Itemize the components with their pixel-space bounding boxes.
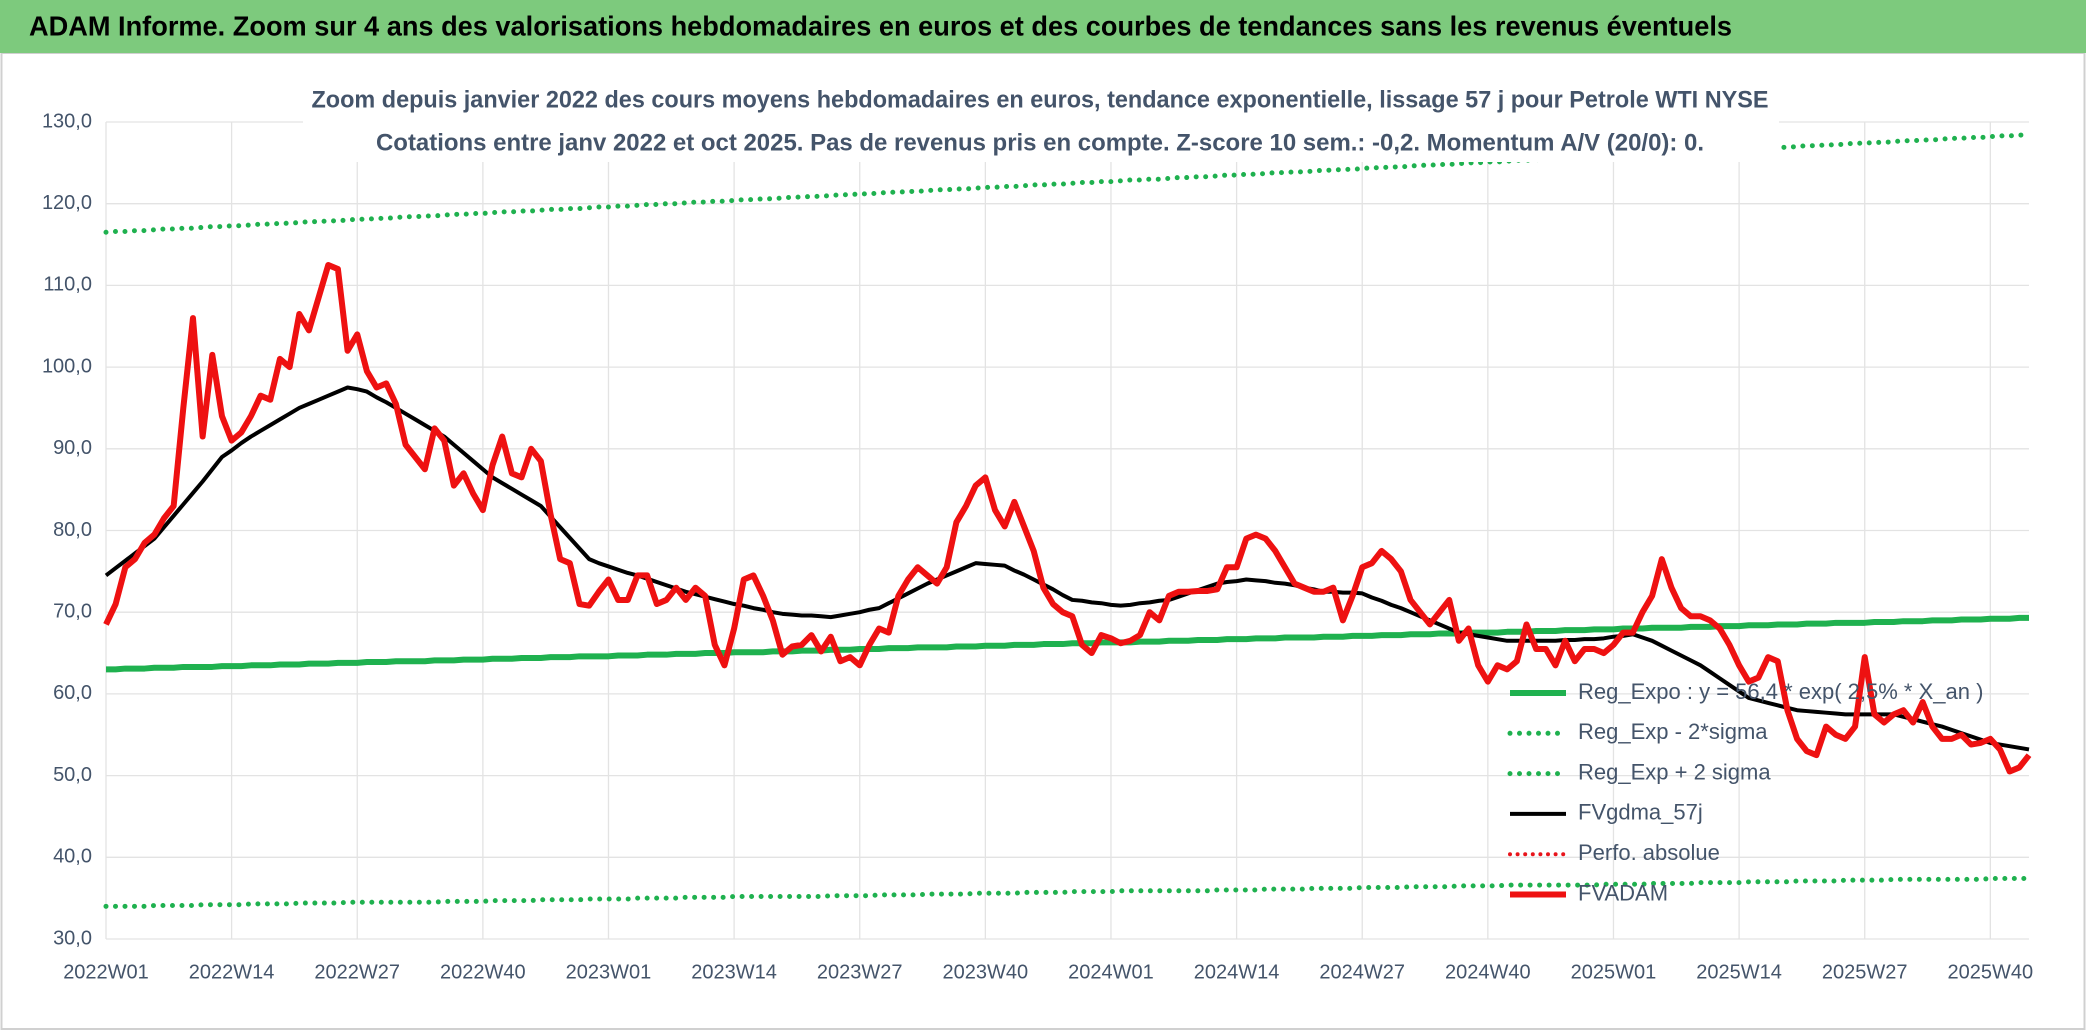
y-tick-label: 90,0	[53, 437, 92, 459]
chart-title: Zoom depuis janvier 2022 des cours moyen…	[312, 86, 1769, 113]
x-tick-label: 2025W01	[1571, 961, 1657, 983]
legend: Reg_Expo : y = 56,4 * exp( 2,5% * X_an )…	[1507, 679, 1983, 905]
legend-label: Reg_Expo : y = 56,4 * exp( 2,5% * X_an )	[1578, 679, 1983, 704]
x-tick-label: 2024W40	[1445, 961, 1531, 983]
header-title: ADAM Informe. Zoom sur 4 ans des valoris…	[29, 10, 1732, 41]
y-tick-label: 80,0	[53, 519, 92, 541]
x-tick-label: 2024W14	[1194, 961, 1280, 983]
x-tick-label: 2022W27	[314, 961, 400, 983]
x-tick-label: 2023W01	[566, 961, 652, 983]
x-tick-label: 2024W27	[1319, 961, 1405, 983]
axes: 30,0 40,0 50,0 60,0 70,0 80,0 90,0 100,0 110,0 12…	[42, 110, 2033, 983]
legend-label: Reg_Exp - 2*sigma	[1578, 719, 1768, 744]
x-tick-label: 2023W40	[943, 961, 1029, 983]
y-tick-label: 30,0	[53, 927, 92, 949]
y-tick-label: 100,0	[42, 355, 92, 377]
header-bar	[0, 0, 2086, 53]
x-tick-label: 2025W27	[1822, 961, 1908, 983]
chart-subtitle: Cotations entre janv 2022 et oct 2025. P…	[376, 129, 1704, 156]
y-tick-label: 120,0	[42, 192, 92, 214]
y-tick-label: 50,0	[53, 764, 92, 786]
x-tick-label: 2022W40	[440, 961, 526, 983]
legend-label: FVADAM	[1578, 880, 1668, 905]
x-tick-label: 2023W27	[817, 961, 903, 983]
y-tick-label: 70,0	[53, 600, 92, 622]
legend-label: Reg_Exp + 2 sigma	[1578, 759, 1771, 784]
legend-label: FVgdma_57j	[1578, 800, 1703, 825]
x-tick-label: 2025W40	[1948, 961, 2034, 983]
series-line	[103, 261, 2032, 775]
y-tick-label: 130,0	[42, 110, 92, 132]
series-line	[104, 385, 2030, 752]
y-tick-label: 40,0	[53, 846, 92, 868]
legend-label: Perfo. absolue	[1578, 840, 1720, 865]
x-tick-label: 2022W14	[189, 961, 275, 983]
x-tick-label: 2024W01	[1068, 961, 1154, 983]
x-tick-label: 2022W01	[63, 961, 149, 983]
y-tick-label: 110,0	[43, 274, 92, 296]
x-tick-label: 2023W14	[691, 961, 777, 983]
x-tick-label: 2025W14	[1696, 961, 1782, 983]
series-line	[106, 614, 2029, 673]
y-tick-label: 60,0	[53, 682, 92, 704]
series-line	[103, 876, 2032, 909]
title-background	[303, 80, 1779, 162]
